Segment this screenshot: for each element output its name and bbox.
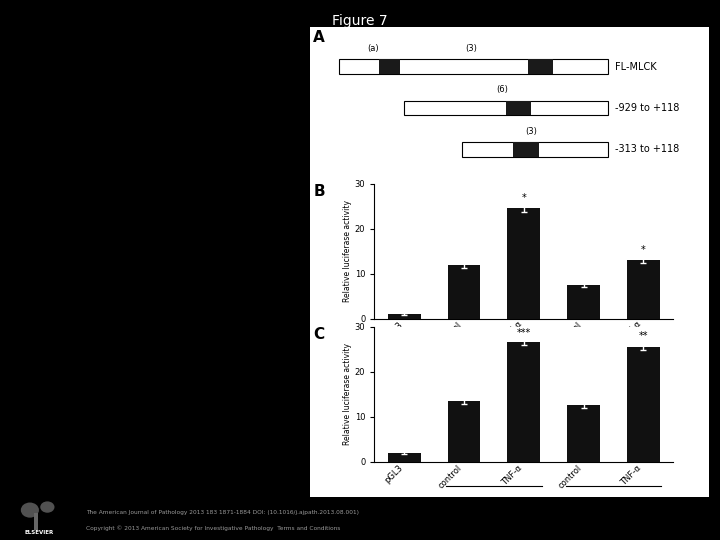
- Text: ***: ***: [517, 328, 531, 338]
- Text: B: B: [313, 184, 325, 199]
- Text: Copyright © 2013 American Society for Investigative Pathology  Terms and Conditi: Copyright © 2013 American Society for In…: [86, 525, 341, 530]
- Text: -929 to +118: -929 to +118: [615, 103, 679, 113]
- Bar: [567, 406, 600, 462]
- Text: (3): (3): [526, 127, 537, 136]
- Bar: [505, 101, 531, 115]
- Text: FL: FL: [489, 500, 499, 509]
- Y-axis label: Relative luciferase activity: Relative luciferase activity: [343, 343, 352, 445]
- Text: FL-MLCK: FL-MLCK: [615, 62, 657, 71]
- Text: The American Journal of Pathology 2013 183 1871-1884 DOI: (10.1016/j.ajpath.2013: The American Journal of Pathology 2013 1…: [86, 510, 359, 515]
- Bar: [627, 260, 660, 319]
- Text: ELSEVIER: ELSEVIER: [25, 530, 54, 536]
- Text: FL: FL: [489, 356, 499, 366]
- Bar: [508, 208, 540, 319]
- Bar: [448, 265, 480, 319]
- Ellipse shape: [40, 501, 55, 513]
- Text: **: **: [639, 331, 648, 341]
- Text: C: C: [313, 327, 324, 342]
- Bar: [404, 101, 608, 115]
- Text: (a): (a): [367, 44, 379, 53]
- Bar: [462, 143, 608, 157]
- Text: -313 to +118: -313 to +118: [615, 145, 679, 154]
- Bar: [627, 347, 660, 462]
- Text: A: A: [313, 30, 325, 45]
- Text: *: *: [521, 192, 526, 202]
- Text: Figure 7: Figure 7: [332, 14, 388, 28]
- Text: (-313 to +118): (-313 to +118): [585, 500, 642, 509]
- Ellipse shape: [21, 503, 39, 518]
- Text: *: *: [641, 245, 646, 255]
- Y-axis label: Relative luciferase activity: Relative luciferase activity: [343, 200, 352, 302]
- Bar: [388, 453, 420, 462]
- Bar: [379, 59, 400, 73]
- Bar: [338, 59, 608, 73]
- Bar: [528, 59, 553, 73]
- Text: (6): (6): [496, 85, 508, 94]
- Bar: [35, 513, 38, 530]
- Bar: [448, 401, 480, 462]
- Text: (-929 to +118): (-929 to +118): [585, 356, 642, 366]
- Bar: [567, 285, 600, 319]
- Text: (3): (3): [465, 44, 477, 53]
- Bar: [388, 314, 420, 319]
- Bar: [513, 143, 539, 157]
- Bar: [508, 342, 540, 462]
